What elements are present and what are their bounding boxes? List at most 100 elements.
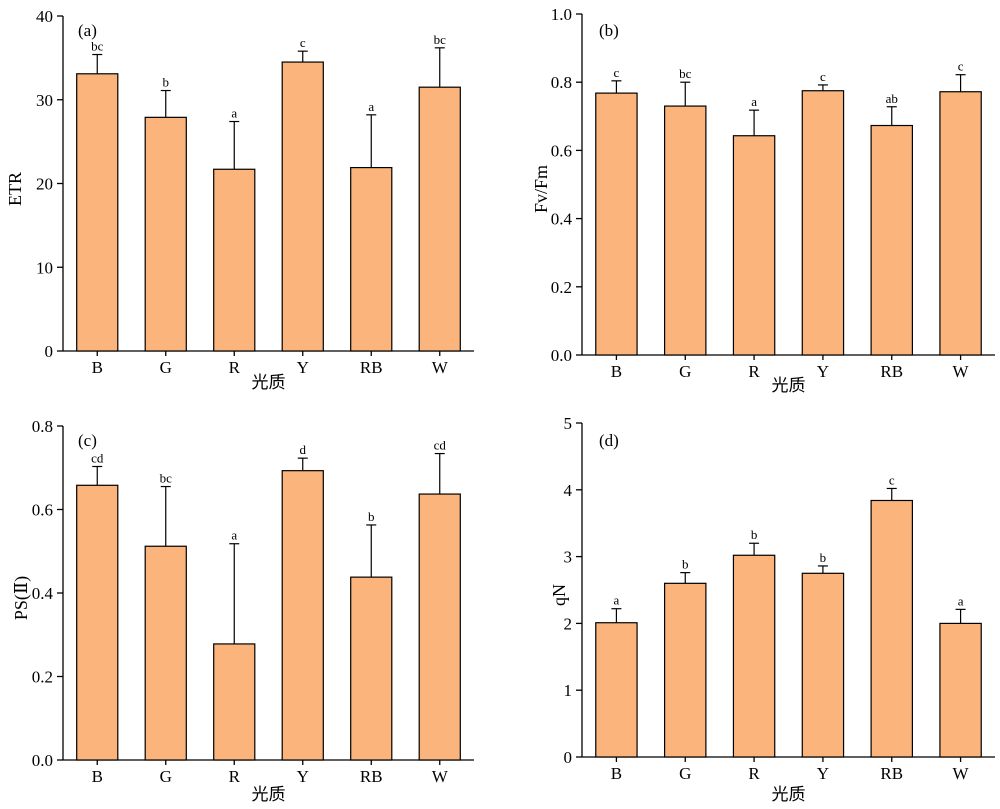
significance-label: a <box>368 99 374 114</box>
significance-label: a <box>751 94 757 109</box>
significance-label: b <box>820 550 827 565</box>
significance-label: bc <box>434 32 447 47</box>
significance-label: c <box>958 59 964 74</box>
bar-B <box>76 73 119 352</box>
y-tick-label: 0 <box>564 748 573 767</box>
bar-Y <box>281 470 324 761</box>
bar-RB <box>870 124 913 356</box>
significance-label: bc <box>160 471 173 486</box>
y-tick-label: 1.0 <box>551 5 572 24</box>
x-tick-label: Y <box>817 362 829 381</box>
bar-W <box>939 91 982 356</box>
bar-R <box>213 643 256 761</box>
x-tick-label: W <box>953 362 970 381</box>
panel-label: (b) <box>599 21 619 40</box>
bar-G <box>663 582 707 758</box>
panel-label: (d) <box>599 431 619 450</box>
significance-label: cd <box>434 438 447 453</box>
x-tick-label: R <box>229 767 241 786</box>
significance-label: a <box>231 106 237 121</box>
significance-label: d <box>300 442 307 457</box>
significance-label: a <box>958 593 964 608</box>
y-tick-label: 0.6 <box>32 501 53 520</box>
significance-label: cd <box>91 450 104 465</box>
bar-B <box>595 92 638 356</box>
panel-d: 0 1 2 3 4 5 a Bb Gb Rb Yc RB a WqN 光质 (d) <box>549 414 995 805</box>
y-tick-label: 0.8 <box>32 417 53 436</box>
x-tick-label: RB <box>880 362 903 381</box>
panel-label: (c) <box>78 431 97 450</box>
bar-B <box>76 484 119 761</box>
x-tick-label: G <box>160 767 172 786</box>
significance-label: c <box>820 69 826 84</box>
x-tick-label: W <box>953 764 970 783</box>
significance-label: c <box>889 472 895 487</box>
significance-label: bc <box>91 39 104 54</box>
x-tick-label: R <box>229 358 241 377</box>
panel-a: 0 10 20 30 40 bc Bb Ga Rc Ya RB bc W ETR 光质 (a) <box>5 7 474 393</box>
panel-label: (a) <box>78 21 97 40</box>
x-tick-label: W <box>432 767 449 786</box>
y-tick-label: 4 <box>564 481 573 500</box>
panel-c: 0.0 0.2 0.4 0.6 0.8 cd Bbc Ga Rd Yb RB cd W PS(Ⅱ) 光质 (c… <box>11 417 474 805</box>
y-tick-label: 0.4 <box>32 584 54 603</box>
y-tick-label: 0.8 <box>551 73 572 92</box>
x-axis-title: 光质 <box>252 373 286 393</box>
bar-R <box>213 168 256 352</box>
bar-RB <box>350 576 393 761</box>
y-tick-label: 5 <box>564 414 573 433</box>
x-tick-label: Y <box>297 767 309 786</box>
y-tick-label: 40 <box>36 7 53 26</box>
x-tick-label: B <box>611 362 622 381</box>
x-axis-title: 光质 <box>772 376 806 396</box>
x-tick-label: G <box>679 764 691 783</box>
bar-R <box>732 554 776 758</box>
y-axis-title: qN <box>549 584 569 606</box>
bar-R <box>732 135 776 356</box>
x-tick-label: Y <box>817 764 829 783</box>
y-tick-label: 0 <box>45 342 54 361</box>
x-tick-label: B <box>92 358 103 377</box>
significance-label: a <box>231 528 237 543</box>
bar-W <box>418 86 461 352</box>
bar-RB <box>350 166 393 352</box>
bar-Y <box>281 61 324 352</box>
x-tick-label: R <box>748 362 760 381</box>
bar-B <box>595 622 638 758</box>
y-axis-title: ETR <box>5 172 25 206</box>
y-tick-label: 10 <box>36 258 53 277</box>
y-tick-label: 30 <box>36 91 53 110</box>
x-tick-label: G <box>679 362 691 381</box>
x-tick-label: W <box>432 358 449 377</box>
bar-W <box>418 493 461 761</box>
bar-G <box>144 545 187 761</box>
x-tick-label: B <box>92 767 103 786</box>
y-tick-label: 0.0 <box>32 751 53 770</box>
significance-label: ab <box>886 91 898 106</box>
x-tick-label: Y <box>297 358 309 377</box>
panel-b: 0.0 0.2 0.4 0.6 0.8 1.0 c Bbc Ga Rc Yab RB c W Fv/Fm 光质… <box>531 5 995 396</box>
x-tick-label: RB <box>360 358 383 377</box>
x-tick-label: B <box>611 764 622 783</box>
x-tick-label: G <box>160 358 172 377</box>
x-tick-label: RB <box>360 767 383 786</box>
y-tick-label: 2 <box>564 614 573 633</box>
y-tick-label: 0.6 <box>551 141 572 160</box>
significance-label: a <box>614 593 620 608</box>
y-tick-label: 0.4 <box>551 210 573 229</box>
significance-label: bc <box>679 66 692 81</box>
x-tick-label: RB <box>880 764 903 783</box>
significance-label: b <box>751 527 758 542</box>
significance-label: b <box>682 557 689 572</box>
y-axis-title: PS(Ⅱ) <box>11 576 32 620</box>
y-tick-label: 0.0 <box>551 346 572 365</box>
x-tick-label: R <box>748 764 760 783</box>
significance-label: c <box>300 35 306 50</box>
x-axis-title: 光质 <box>252 785 286 805</box>
x-axis-title: 光质 <box>772 785 806 805</box>
y-tick-label: 0.2 <box>551 278 572 297</box>
bar-RB <box>870 499 913 758</box>
bar-G <box>663 105 707 356</box>
bar-W <box>939 622 982 758</box>
